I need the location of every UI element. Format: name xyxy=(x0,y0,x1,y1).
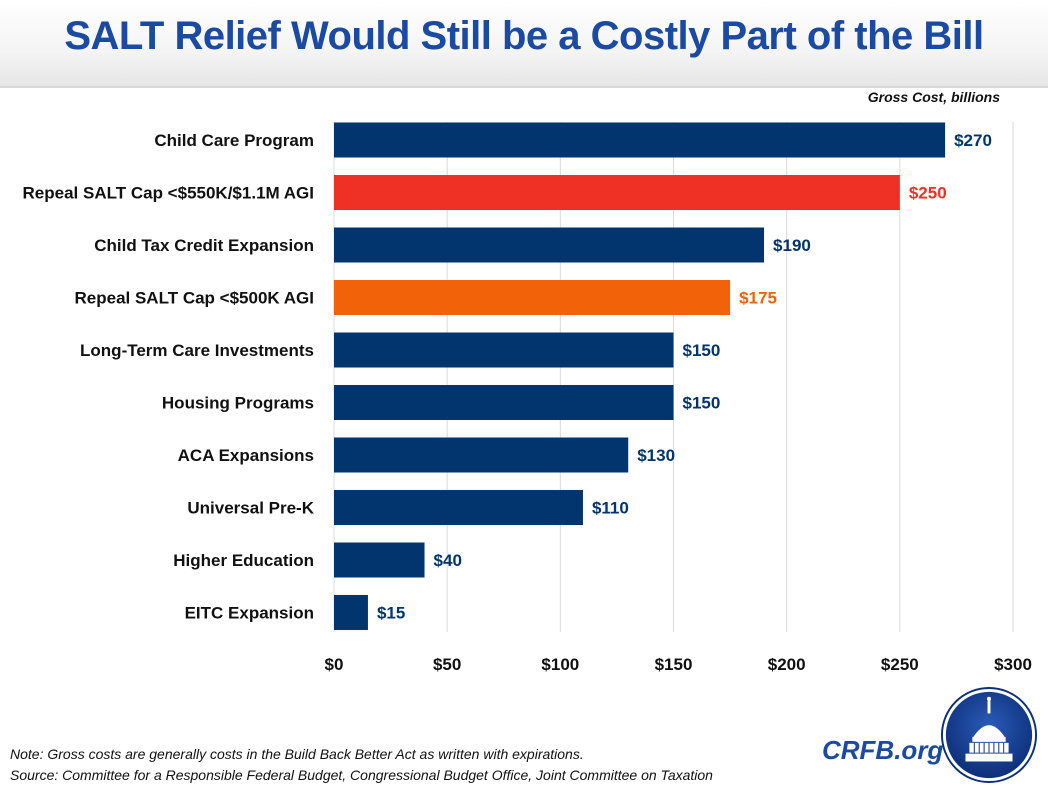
bar xyxy=(334,437,629,473)
x-tick-label: $0 xyxy=(325,655,344,674)
units-label: Gross Cost, billions xyxy=(867,89,1000,105)
footnote: Note: Gross costs are generally costs in… xyxy=(10,744,713,786)
x-tick-label: $250 xyxy=(881,655,919,674)
source-text: Source: Committee for a Responsible Fede… xyxy=(10,767,713,783)
bars xyxy=(334,122,946,630)
category-label: Repeal SALT Cap <$500K AGI xyxy=(75,289,315,308)
category-label: Higher Education xyxy=(173,551,314,570)
value-label: $250 xyxy=(909,184,947,203)
value-label: $150 xyxy=(683,394,721,413)
value-label: $175 xyxy=(739,289,777,308)
value-label: $270 xyxy=(954,131,992,150)
category-label: Long-Term Care Investments xyxy=(80,341,314,360)
value-label: $130 xyxy=(637,446,675,465)
header-band: SALT Relief Would Still be a Costly Part… xyxy=(0,0,1048,88)
category-label: Child Tax Credit Expansion xyxy=(94,236,314,255)
bar xyxy=(334,490,583,525)
x-tick-label: $200 xyxy=(768,655,806,674)
x-tick-label: $150 xyxy=(655,655,693,674)
bar xyxy=(334,385,674,420)
capitol-dome-icon xyxy=(940,686,1038,784)
category-label: EITC Expansion xyxy=(185,604,314,623)
bar xyxy=(334,227,765,263)
x-axis-tick-labels: $0 $50 $100 $150 $200 $250 $300 xyxy=(325,655,1032,674)
bar-chart: Child Care Program Repeal SALT Cap <$550K… xyxy=(23,122,1032,674)
x-tick-label: $50 xyxy=(433,655,461,674)
x-tick-label: $100 xyxy=(541,655,579,674)
x-tick-label: $300 xyxy=(994,655,1032,674)
category-label: ACA Expansions xyxy=(178,446,314,465)
bar xyxy=(334,595,368,630)
value-label: $110 xyxy=(592,499,629,518)
category-labels: Child Care Program Repeal SALT Cap <$550K… xyxy=(23,131,315,623)
page-title: SALT Relief Would Still be a Costly Part… xyxy=(64,14,984,58)
category-label: Child Care Program xyxy=(154,131,314,150)
value-label: $40 xyxy=(434,551,462,570)
value-label: $190 xyxy=(773,236,811,255)
bar xyxy=(334,175,900,210)
category-label: Universal Pre-K xyxy=(187,499,314,518)
bar xyxy=(334,122,946,158)
bar xyxy=(334,542,425,578)
category-label: Housing Programs xyxy=(162,394,314,413)
value-labels: $270 $250 $190 $175 $150 $150 $130 $110 $40 $15 xyxy=(377,131,992,623)
category-label: Repeal SALT Cap <$550K/$1.1M AGI xyxy=(23,184,314,203)
crfb-link[interactable]: CRFB.org xyxy=(822,735,944,765)
note-text: Note: Gross costs are generally costs in… xyxy=(10,746,584,762)
bar xyxy=(334,280,731,315)
value-label: $15 xyxy=(377,604,405,623)
bar xyxy=(334,332,674,368)
value-label: $150 xyxy=(683,341,721,360)
